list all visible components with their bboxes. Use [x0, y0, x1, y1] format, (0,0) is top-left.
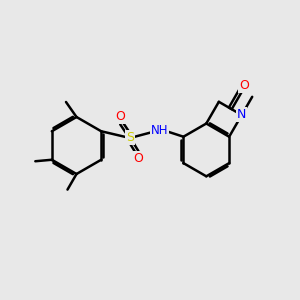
Text: O: O	[239, 79, 249, 92]
Text: O: O	[115, 110, 125, 123]
Text: NH: NH	[151, 124, 168, 137]
Text: N: N	[237, 109, 246, 122]
Text: O: O	[133, 152, 143, 165]
Text: S: S	[126, 131, 134, 144]
